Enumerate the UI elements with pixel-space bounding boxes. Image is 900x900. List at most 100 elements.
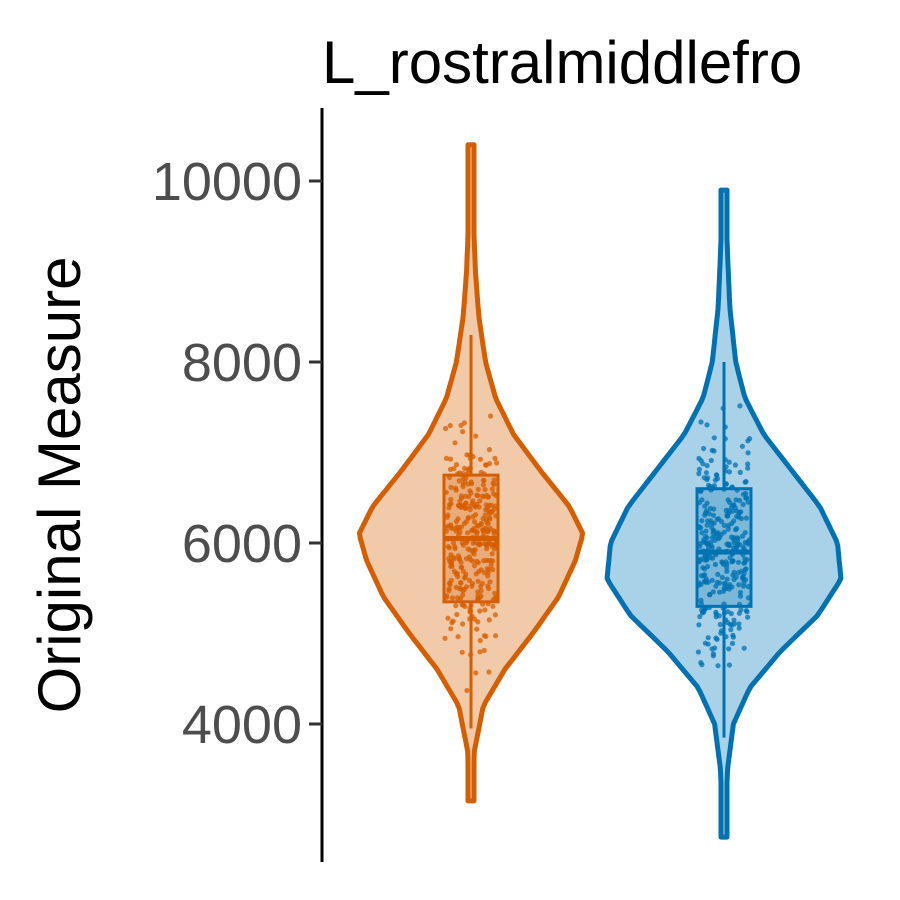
data-point <box>475 619 481 625</box>
data-point <box>469 528 475 534</box>
data-point <box>720 588 727 594</box>
data-point <box>446 555 452 562</box>
data-point <box>442 635 448 641</box>
data-point <box>445 512 451 518</box>
data-point <box>448 563 454 569</box>
data-point <box>452 545 458 552</box>
data-point <box>703 528 709 534</box>
data-point <box>717 580 723 586</box>
data-point <box>730 632 736 639</box>
data-point <box>728 611 734 617</box>
data-point <box>736 621 742 627</box>
data-point <box>447 456 454 462</box>
data-point <box>735 559 742 565</box>
data-point <box>713 609 719 615</box>
data-point <box>731 617 737 623</box>
data-point <box>742 530 748 536</box>
data-point <box>447 423 453 429</box>
data-point <box>709 577 715 583</box>
data-point <box>702 503 708 509</box>
data-point <box>478 588 484 594</box>
data-point <box>736 610 743 616</box>
data-point <box>474 492 480 498</box>
data-point <box>729 584 735 590</box>
data-point <box>743 566 749 572</box>
data-point <box>702 566 708 572</box>
data-point <box>486 461 493 467</box>
data-point <box>710 653 717 659</box>
data-point <box>486 669 492 675</box>
data-point <box>482 487 488 493</box>
data-point <box>454 595 461 601</box>
data-point <box>462 574 468 580</box>
data-point <box>743 608 749 614</box>
data-point <box>490 567 496 573</box>
data-point <box>738 515 745 522</box>
data-point <box>736 625 742 631</box>
data-point <box>710 512 717 518</box>
data-point <box>448 484 454 490</box>
data-point <box>481 558 487 564</box>
data-point <box>699 607 705 613</box>
data-point <box>465 467 471 473</box>
data-point <box>711 435 717 441</box>
data-point <box>704 556 710 562</box>
data-point <box>719 559 725 565</box>
data-point <box>475 523 481 529</box>
data-point <box>734 513 740 520</box>
data-point <box>486 502 492 508</box>
data-point <box>453 518 459 525</box>
data-point <box>737 593 744 599</box>
data-point <box>471 563 478 569</box>
y-tick-label: 6000 <box>182 514 302 574</box>
data-point <box>465 546 471 552</box>
data-point <box>699 497 705 503</box>
data-point <box>726 662 733 668</box>
data-point <box>742 560 748 566</box>
data-point <box>458 503 464 509</box>
data-point <box>698 597 704 604</box>
violin-group <box>604 187 844 840</box>
data-point <box>725 513 731 519</box>
data-point <box>726 543 732 549</box>
data-point <box>698 458 704 464</box>
data-point <box>707 505 713 512</box>
data-point <box>733 527 739 533</box>
data-point <box>451 568 457 575</box>
data-point <box>702 578 709 584</box>
data-point <box>695 649 702 655</box>
data-point <box>743 515 750 521</box>
data-point <box>460 475 466 482</box>
data-point <box>453 584 459 591</box>
data-point <box>704 535 710 541</box>
data-point <box>449 620 455 626</box>
data-point <box>485 570 491 576</box>
data-point <box>467 507 473 513</box>
data-point <box>734 508 740 514</box>
data-point <box>473 433 479 439</box>
data-point <box>453 528 459 534</box>
data-point <box>462 493 469 499</box>
data-point <box>724 565 730 571</box>
data-point <box>731 576 737 583</box>
data-point <box>459 540 465 546</box>
data-point <box>712 534 718 540</box>
data-point <box>480 482 486 488</box>
data-point <box>739 533 746 539</box>
data-point <box>492 455 498 461</box>
data-point <box>453 487 459 493</box>
data-point <box>704 463 710 469</box>
data-point <box>474 531 480 537</box>
data-point <box>458 524 464 530</box>
data-point <box>450 554 456 560</box>
data-point <box>459 649 465 655</box>
data-point <box>747 436 753 442</box>
data-point <box>729 640 736 647</box>
data-point <box>745 465 751 471</box>
data-point <box>482 512 488 518</box>
data-point <box>485 507 491 514</box>
data-point <box>491 531 497 537</box>
data-point <box>446 588 452 594</box>
data-point <box>455 634 461 640</box>
